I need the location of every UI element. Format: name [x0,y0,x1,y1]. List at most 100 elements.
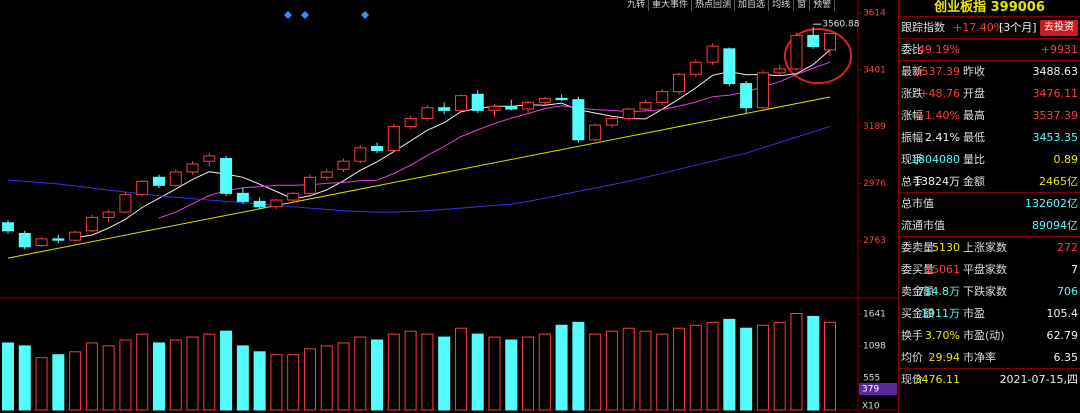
row-label: 现手 [901,153,923,166]
volume-bar [169,339,182,411]
volume-tick-label: 1641 [863,310,886,320]
panel-title: 创业板指 399006 [899,0,1080,17]
row-label: 均价 [901,351,923,364]
volume-bar [488,336,501,411]
toolbar-item[interactable]: 重大事件 [649,0,693,11]
candle-body [136,180,149,196]
volume-bar [538,333,551,411]
volume-bar [706,321,719,411]
volume-bar [337,342,350,411]
row-label: 振幅 [901,131,923,144]
row-label: 涨跌 [901,87,923,100]
candle-body [471,93,484,111]
row-label: 量比 [963,153,985,166]
quote-panel: 创业板指 399006 跟踪指数 +17.40% [3个月] 去投资 委比 +49… [898,0,1080,413]
candle-body [673,73,686,93]
volume-bar [236,345,249,411]
candle-body [740,83,753,109]
volume-bar [102,345,115,411]
row-value: 132602亿 [1025,197,1078,210]
row-value: 2465亿 [1039,175,1078,188]
row-label: 委买量 [901,263,934,276]
volume-tick-label: 555 [863,374,880,384]
volume-bar [253,351,266,411]
volume-bar [790,312,803,411]
candle-body [555,97,568,101]
volume-bar [220,330,233,411]
row-label: 市盈(动) [963,329,1005,342]
toolbar-item[interactable]: 预警 [810,0,836,11]
candle-body [220,158,233,194]
trend-line [7,96,831,259]
row-value: 105.4 [1046,307,1079,320]
toolbar-item[interactable]: 窗 [794,0,811,11]
candle-body [270,199,283,208]
volume-unit: X10 [862,402,880,412]
toolbar-item[interactable]: 加自选 [735,0,770,11]
quote-row: 振幅 2.41% 最低 3453.35 [899,127,1080,149]
candle-body [102,211,115,218]
row-value: +48.76 [919,87,960,100]
volume-bar [354,336,367,411]
row-value: 3453.35 [1032,131,1079,144]
candle-body [522,101,535,110]
row-value: 15061 [925,263,960,276]
volume-bar [270,354,283,411]
volume-bar [136,333,149,411]
candle-body [790,34,803,70]
quote-row: 现手 1804080 量比 0.89 [899,149,1080,171]
row-label: 市净率 [963,351,996,364]
candle-body [35,238,48,247]
track-period: [3个月] [999,21,1037,34]
toolbar-item[interactable]: 均线 [769,0,795,11]
candle-body [2,222,14,232]
volume-bar [605,330,618,411]
row-value: +9931 [1040,43,1078,56]
row-value: 2.41% [925,131,960,144]
volume-bar [589,333,602,411]
track-row: 跟踪指数 +17.40% [3个月] 去投资 [899,17,1080,39]
candle-body [18,232,31,248]
candle-body [303,176,316,194]
volume-bar [320,345,333,411]
toolbar-item[interactable]: 热点回测 [692,0,736,11]
y-tick-label: 3189 [863,122,886,132]
toolbar-item[interactable]: 九转 [624,0,650,11]
row-label: 换手 [901,329,923,342]
quote-row: 最新 3537.39 昨收 3488.63 [899,61,1080,83]
candle-body [706,45,719,63]
candle-body [756,72,769,109]
quote-row: 总手 13824万 金额 2465亿 [899,171,1080,193]
row-label: 市盈 [963,307,985,320]
candle-body [152,176,165,186]
volume-bar [203,333,216,411]
volume-bar [689,324,702,411]
row-label: 下跌家数 [963,285,1007,298]
invest-button[interactable]: 去投资 [1040,20,1078,36]
quote-row: 委买量 15061 平盘家数 7 [899,259,1080,281]
row-label: 开盘 [963,87,985,100]
candle-body [421,107,434,119]
volume-bar [438,336,451,411]
y-tick-label: 3401 [863,65,886,75]
candle-body [824,32,836,51]
row-value: 3.70% [925,329,960,342]
row-value: +1.40% [915,109,960,122]
row-label: 昨收 [963,65,985,78]
quote-row: 换手 3.70% 市盈(动) 62.79 [899,325,1080,347]
candle-body [639,101,652,110]
quote-row: 流通市值 89094亿 [899,215,1080,237]
candle-body [488,105,501,111]
quote-rows: 委比 +49.19% +9931 最新 3537.39 昨收 3488.63 涨跌 +48.76… [899,39,1080,391]
row-value: 1804080 [911,153,960,166]
volume-bar [740,327,753,411]
volume-bar [387,333,400,411]
volume-bar [52,354,65,411]
chart: 2763 2976 3189 3401 3614 555 1098 1641 379 X10 356… [0,0,898,413]
moving-average [158,61,831,219]
volume-bar [454,327,467,411]
candle-body [236,192,249,202]
row-value: 6.35 [1053,351,1079,364]
candle-body [505,105,518,110]
